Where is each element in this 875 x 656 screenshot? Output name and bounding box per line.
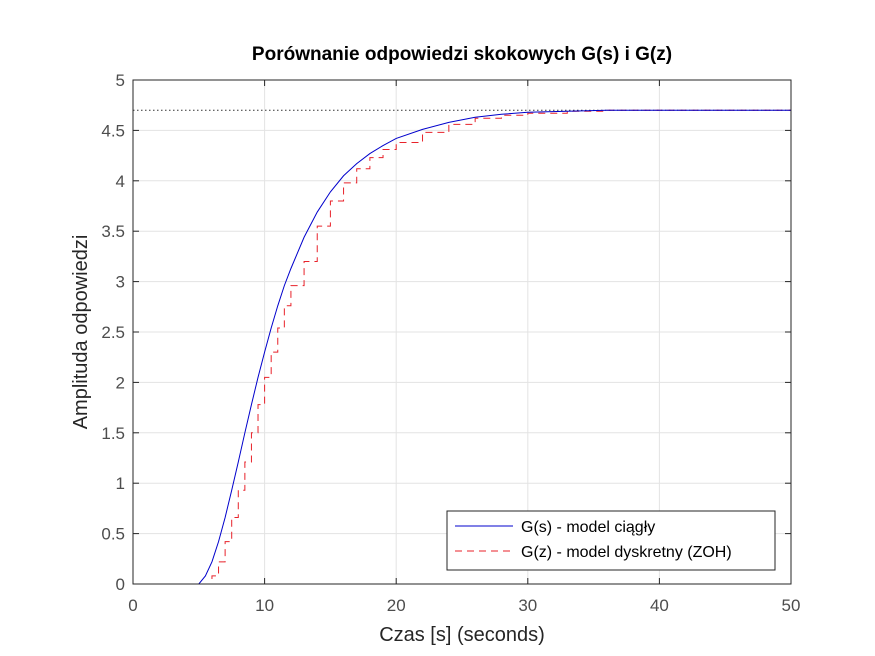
- chart-title: Porównanie odpowiedzi skokowych G(s) i G…: [252, 44, 672, 65]
- y-tick-label: 0.5: [101, 525, 125, 544]
- x-tick-label: 0: [128, 596, 137, 615]
- x-axis-label: Czas [s] (seconds): [379, 624, 545, 646]
- y-tick-label: 2.5: [101, 323, 125, 342]
- legend-label-discrete: G(z) - model dyskretny (ZOH): [521, 544, 732, 561]
- x-tick-label: 30: [518, 596, 537, 615]
- legend-label-continuous: G(s) - model ciągły: [521, 519, 655, 536]
- y-tick-label: 3: [116, 273, 125, 292]
- y-tick-label: 0: [116, 575, 125, 594]
- x-tick-label: 40: [650, 596, 669, 615]
- y-tick-label: 1: [116, 474, 125, 493]
- y-tick-label: 5: [116, 71, 125, 90]
- y-tick-label: 3.5: [101, 222, 125, 241]
- x-tick-label: 20: [387, 596, 406, 615]
- y-tick-label: 2: [116, 373, 125, 392]
- y-tick-label: 4.5: [101, 121, 125, 140]
- y-tick-label: 1.5: [101, 424, 125, 443]
- y-axis-label: Amplituda odpowiedzi: [70, 235, 92, 430]
- y-tick-label: 4: [116, 172, 125, 191]
- x-tick-label: 10: [255, 596, 274, 615]
- legend: G(s) - model ciągły G(z) - model dyskret…: [447, 511, 775, 570]
- x-tick-label: 50: [782, 596, 801, 615]
